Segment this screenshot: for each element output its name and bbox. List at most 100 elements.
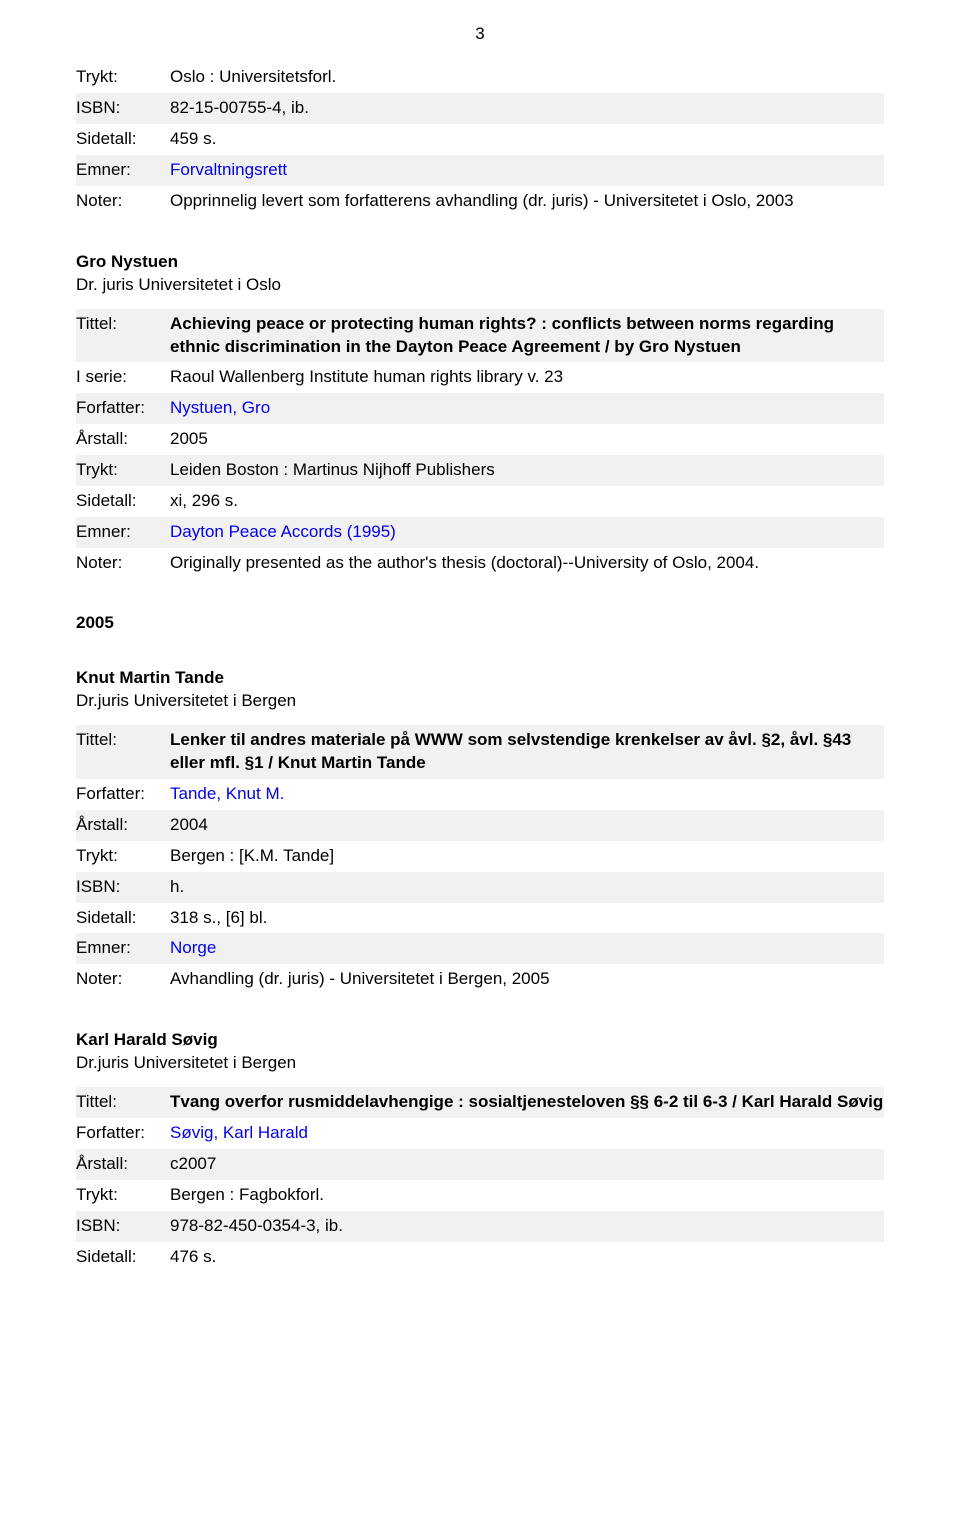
title-value: Achieving peace or protecting human righ…	[170, 313, 884, 359]
field-label: Sidetall:	[76, 1246, 170, 1269]
field-link[interactable]: Nystuen, Gro	[170, 398, 270, 417]
title-label: Tittel:	[76, 313, 170, 336]
record-1: Trykt:Oslo : Universitetsforl.ISBN:82-15…	[76, 62, 884, 217]
field-value: Originally presented as the author's the…	[170, 552, 884, 575]
author-name: Gro Nystuen	[76, 251, 884, 274]
field-label: Årstall:	[76, 1153, 170, 1176]
field-value: 476 s.	[170, 1246, 884, 1269]
field-value: Bergen : [K.M. Tande]	[170, 845, 884, 868]
field-row: Sidetall:476 s.	[76, 1242, 884, 1273]
field-label: Noter:	[76, 552, 170, 575]
title-label: Tittel:	[76, 729, 170, 752]
field-value: 978-82-450-0354-3, ib.	[170, 1215, 884, 1238]
field-label: ISBN:	[76, 1215, 170, 1238]
field-row: ISBN:h.	[76, 872, 884, 903]
field-row: Trykt:Bergen : [K.M. Tande]	[76, 841, 884, 872]
field-row: ISBN:82-15-00755-4, ib.	[76, 93, 884, 124]
field-label: Noter:	[76, 190, 170, 213]
title-row: Tittel: Tvang overfor rusmiddelavhengige…	[76, 1087, 884, 1118]
field-value: c2007	[170, 1153, 884, 1176]
field-value: 82-15-00755-4, ib.	[170, 97, 884, 120]
author-affiliation: Dr. juris Universitetet i Oslo	[76, 274, 884, 297]
field-value: Leiden Boston : Martinus Nijhoff Publish…	[170, 459, 884, 482]
field-label: Emner:	[76, 937, 170, 960]
title-value: Lenker til andres materiale på WWW som s…	[170, 729, 884, 775]
record-4-heading: Karl Harald Søvig Dr.juris Universitetet…	[76, 1029, 884, 1075]
field-value: 318 s., [6] bl.	[170, 907, 884, 930]
field-value: Dayton Peace Accords (1995)	[170, 521, 884, 544]
field-value: xi, 296 s.	[170, 490, 884, 513]
field-row: Årstall:2004	[76, 810, 884, 841]
field-link[interactable]: Forvaltningsrett	[170, 160, 287, 179]
author-name: Knut Martin Tande	[76, 667, 884, 690]
field-value: 2005	[170, 428, 884, 451]
field-row: Sidetall:xi, 296 s.	[76, 486, 884, 517]
title-row: Tittel: Achieving peace or protecting hu…	[76, 309, 884, 363]
field-value: Oslo : Universitetsforl.	[170, 66, 884, 89]
record-4: Tittel: Tvang overfor rusmiddelavhengige…	[76, 1087, 884, 1273]
field-label: Årstall:	[76, 814, 170, 837]
record-2: Tittel: Achieving peace or protecting hu…	[76, 309, 884, 579]
field-value: Søvig, Karl Harald	[170, 1122, 884, 1145]
field-label: ISBN:	[76, 97, 170, 120]
field-value: Raoul Wallenberg Institute human rights …	[170, 366, 884, 389]
title-value: Tvang overfor rusmiddelavhengige : sosia…	[170, 1091, 884, 1114]
field-link[interactable]: Søvig, Karl Harald	[170, 1123, 308, 1142]
page-number: 3	[76, 24, 884, 44]
field-label: Årstall:	[76, 428, 170, 451]
field-label: Forfatter:	[76, 397, 170, 420]
field-link[interactable]: Norge	[170, 938, 216, 957]
field-value: 2004	[170, 814, 884, 837]
field-label: Trykt:	[76, 459, 170, 482]
field-value: Avhandling (dr. juris) - Universitetet i…	[170, 968, 884, 991]
title-row: Tittel: Lenker til andres materiale på W…	[76, 725, 884, 779]
record-3: Tittel: Lenker til andres materiale på W…	[76, 725, 884, 995]
field-row: Trykt:Oslo : Universitetsforl.	[76, 62, 884, 93]
record-2-heading: Gro Nystuen Dr. juris Universitetet i Os…	[76, 251, 884, 297]
author-name: Karl Harald Søvig	[76, 1029, 884, 1052]
field-row: Emner:Dayton Peace Accords (1995)	[76, 517, 884, 548]
field-label: Emner:	[76, 159, 170, 182]
field-row: Forfatter:Søvig, Karl Harald	[76, 1118, 884, 1149]
field-row: Trykt:Bergen : Fagbokforl.	[76, 1180, 884, 1211]
field-row: Sidetall:459 s.	[76, 124, 884, 155]
field-row: Sidetall:318 s., [6] bl.	[76, 903, 884, 934]
field-value: Bergen : Fagbokforl.	[170, 1184, 884, 1207]
field-label: Noter:	[76, 968, 170, 991]
field-row: Noter:Avhandling (dr. juris) - Universit…	[76, 964, 884, 995]
field-value: Forvaltningsrett	[170, 159, 884, 182]
field-row: Forfatter:Nystuen, Gro	[76, 393, 884, 424]
field-row: Årstall:2005	[76, 424, 884, 455]
field-row: I serie:Raoul Wallenberg Institute human…	[76, 362, 884, 393]
field-row: Noter:Originally presented as the author…	[76, 548, 884, 579]
field-label: I serie:	[76, 366, 170, 389]
field-label: Trykt:	[76, 1184, 170, 1207]
field-value: Nystuen, Gro	[170, 397, 884, 420]
field-label: Sidetall:	[76, 490, 170, 513]
record-3-heading: Knut Martin Tande Dr.juris Universitetet…	[76, 667, 884, 713]
field-value: Opprinnelig levert som forfatterens avha…	[170, 190, 884, 213]
title-label: Tittel:	[76, 1091, 170, 1114]
field-label: Trykt:	[76, 66, 170, 89]
field-label: ISBN:	[76, 876, 170, 899]
author-affiliation: Dr.juris Universitetet i Bergen	[76, 690, 884, 713]
field-label: Forfatter:	[76, 1122, 170, 1145]
field-link[interactable]: Dayton Peace Accords (1995)	[170, 522, 396, 541]
field-row: Trykt:Leiden Boston : Martinus Nijhoff P…	[76, 455, 884, 486]
field-row: Årstall:c2007	[76, 1149, 884, 1180]
field-link[interactable]: Tande, Knut M.	[170, 784, 284, 803]
field-value: h.	[170, 876, 884, 899]
field-label: Sidetall:	[76, 907, 170, 930]
author-affiliation: Dr.juris Universitetet i Bergen	[76, 1052, 884, 1075]
field-row: Emner:Forvaltningsrett	[76, 155, 884, 186]
field-row: Forfatter:Tande, Knut M.	[76, 779, 884, 810]
field-label: Sidetall:	[76, 128, 170, 151]
year-heading: 2005	[76, 613, 884, 633]
field-value: Norge	[170, 937, 884, 960]
field-label: Forfatter:	[76, 783, 170, 806]
field-row: Noter:Opprinnelig levert som forfatteren…	[76, 186, 884, 217]
field-label: Trykt:	[76, 845, 170, 868]
field-row: Emner:Norge	[76, 933, 884, 964]
field-value: 459 s.	[170, 128, 884, 151]
field-row: ISBN:978-82-450-0354-3, ib.	[76, 1211, 884, 1242]
